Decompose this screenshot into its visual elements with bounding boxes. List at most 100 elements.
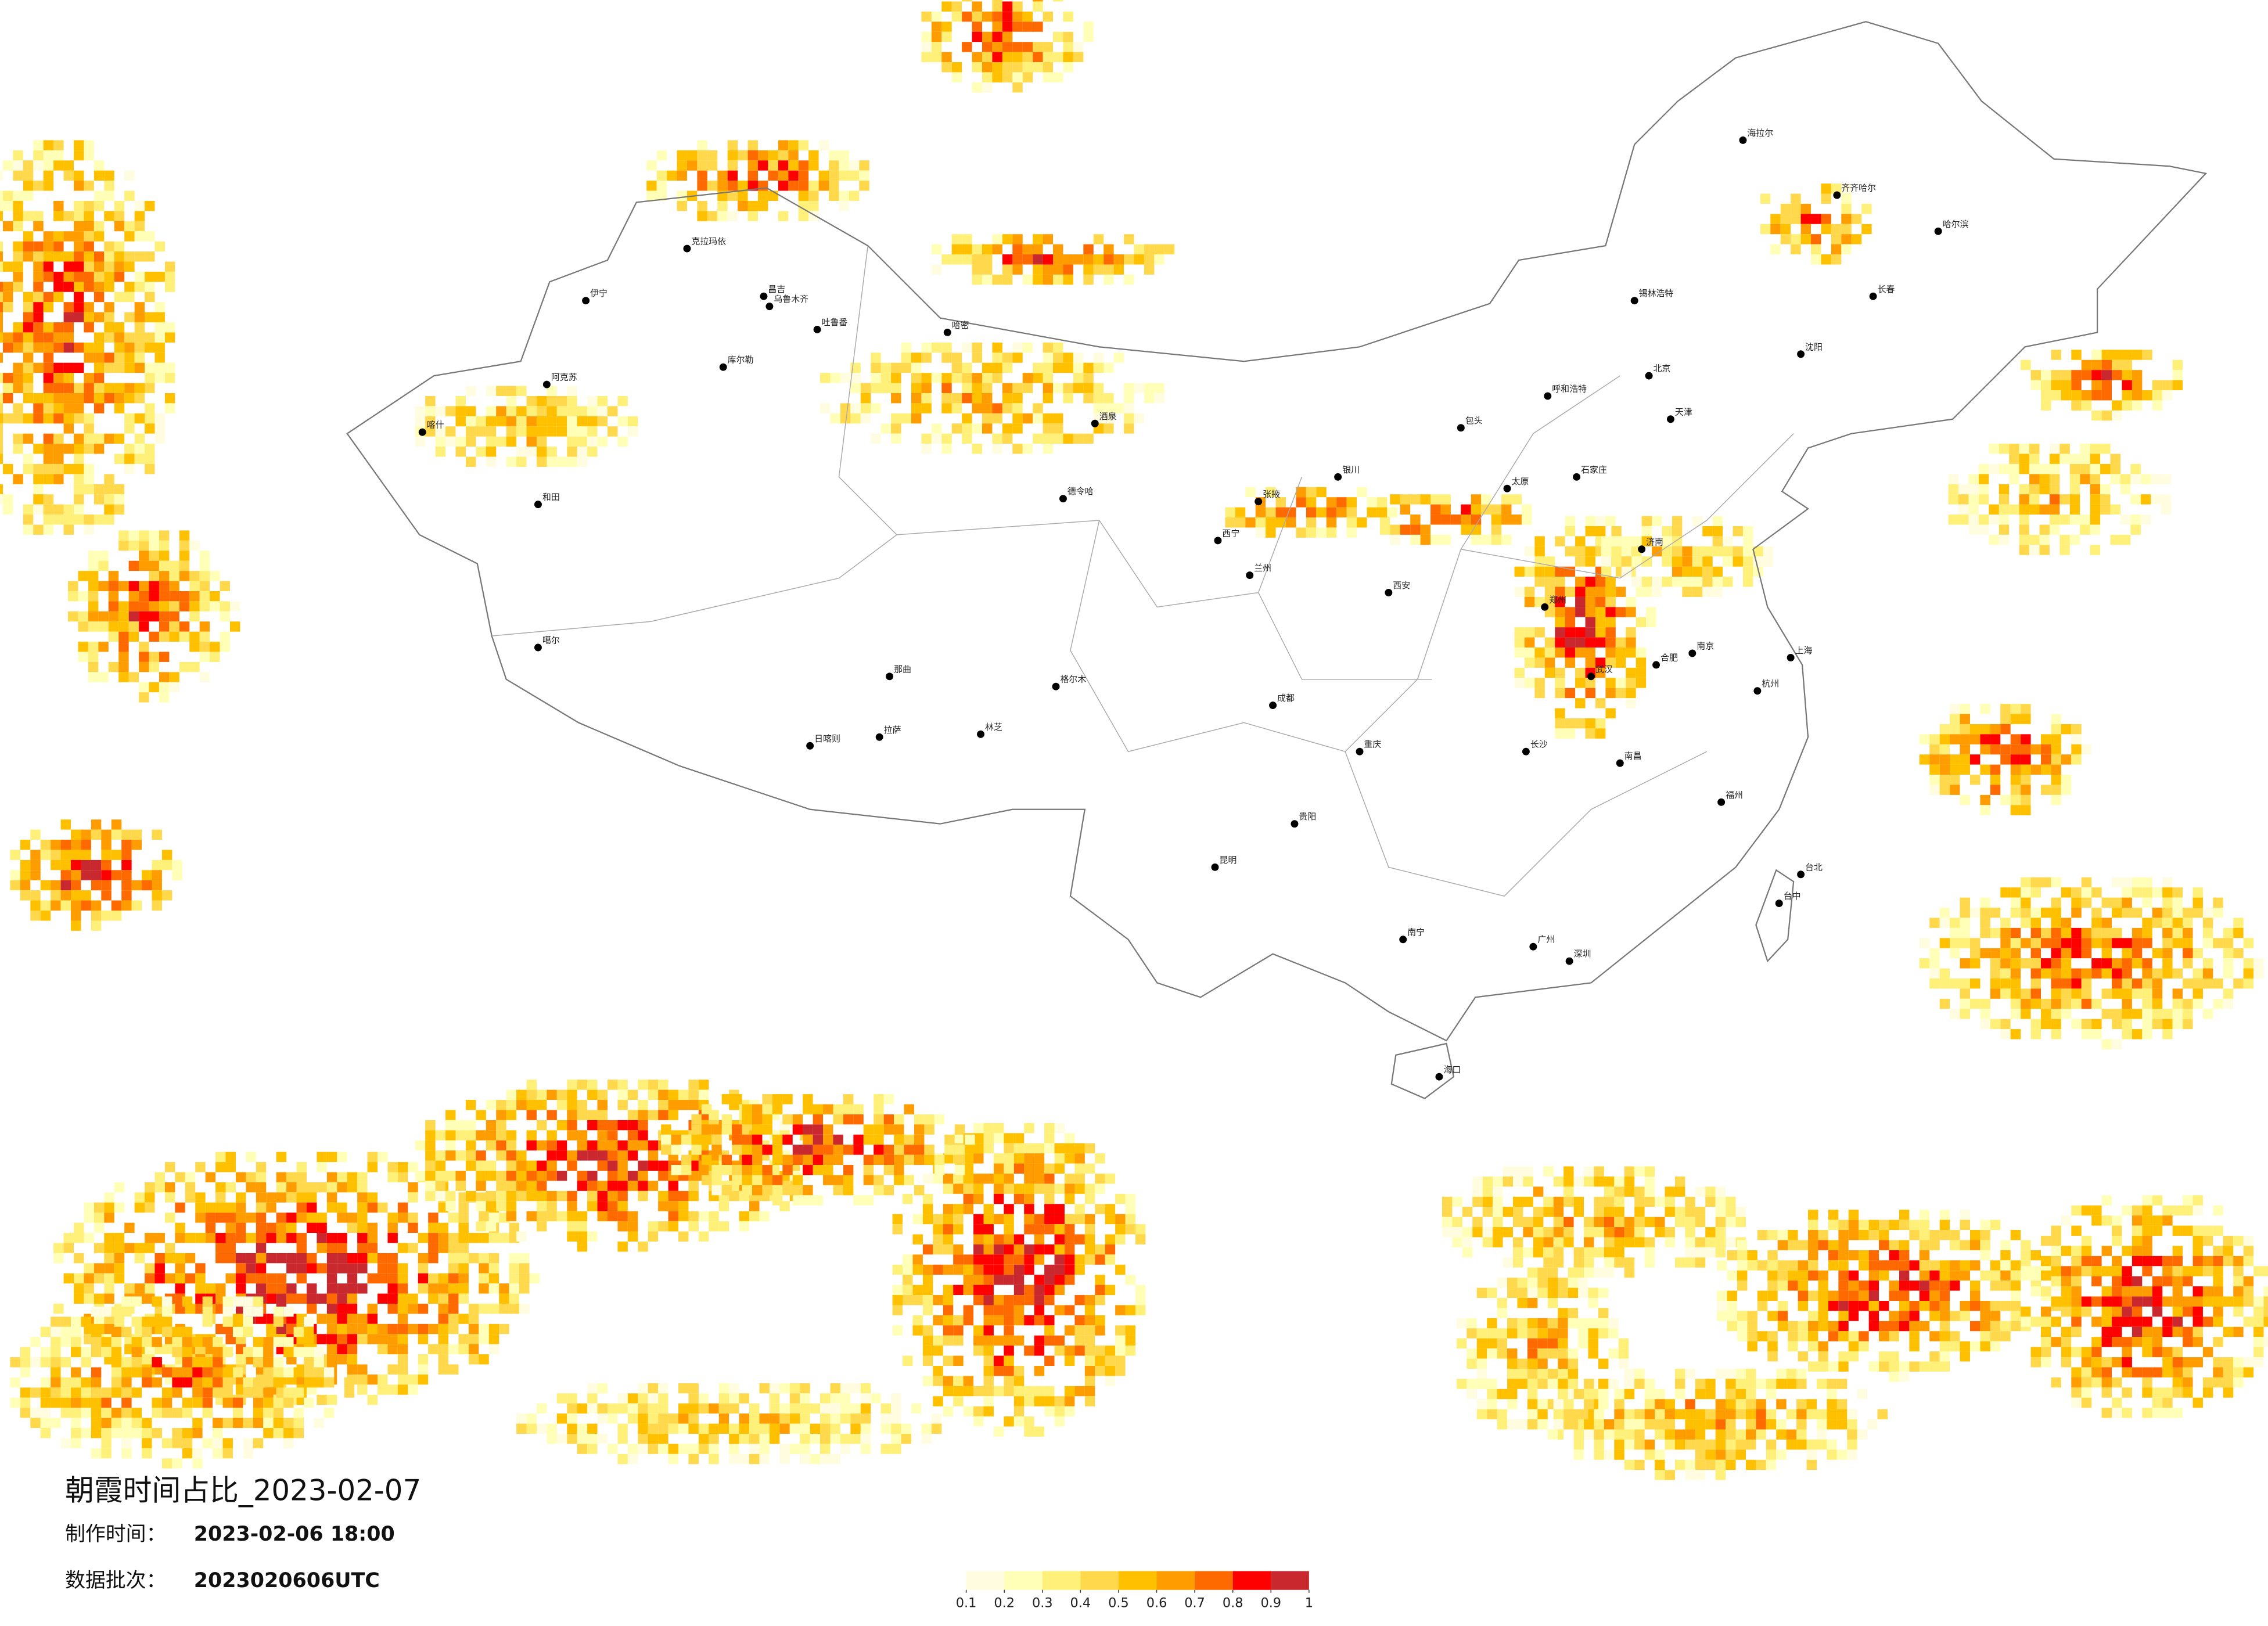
glow-cell (677, 200, 687, 211)
glow-cell (2162, 927, 2173, 938)
glow-cell (778, 181, 789, 191)
glow-cell (1105, 1285, 1116, 1296)
glow-cell (195, 1192, 206, 1203)
glow-cell (306, 1182, 317, 1193)
glow-cell (2233, 1236, 2244, 1246)
glow-cell (121, 1428, 132, 1438)
glow-cell (397, 1162, 408, 1172)
glow-cell (63, 362, 74, 373)
glow-cell (111, 1357, 122, 1368)
glow-cell (2122, 908, 2132, 918)
glow-cell (1555, 708, 1565, 718)
glow-cell (709, 1444, 719, 1454)
glow-cell (1472, 1196, 1483, 1207)
glow-cell (863, 1124, 874, 1135)
glow-cell (182, 1448, 193, 1459)
glow-cell (941, 403, 952, 413)
glow-cell (779, 1403, 790, 1414)
glow-cell (63, 463, 74, 474)
glow-cell (43, 342, 54, 353)
glow-cell (894, 1175, 904, 1185)
glow-cell (1808, 1220, 1818, 1231)
glow-cell (182, 1347, 193, 1358)
glow-cell (516, 1100, 527, 1110)
glow-cell (709, 1211, 719, 1222)
glow-cell (658, 1433, 668, 1444)
glow-cell (1013, 1275, 1025, 1285)
glow-cell (104, 302, 114, 312)
glow-cell (74, 362, 84, 373)
glow-cell (921, 31, 932, 42)
glow-cell (2069, 454, 2080, 464)
glow-cell (1868, 1361, 1879, 1372)
glow-cell (2030, 958, 2041, 969)
glow-cell (104, 1273, 114, 1284)
glow-cell (1990, 1341, 2001, 1352)
glow-cell (516, 1423, 527, 1434)
glow-cell (448, 1293, 459, 1304)
glow-cell (820, 1413, 831, 1424)
glow-cell (1929, 1240, 1940, 1250)
glow-cell (2041, 1326, 2051, 1337)
glow-cell (1770, 244, 1781, 255)
glow-cell (2122, 948, 2132, 959)
glow-cell (983, 1396, 994, 1406)
glow-cell (81, 840, 91, 850)
glow-cell (779, 1423, 790, 1434)
glow-cell (1033, 52, 1043, 63)
glow-cell (317, 1162, 327, 1172)
glow-cell (892, 1264, 903, 1275)
glow-cell (2061, 1215, 2072, 1226)
glow-cell (2101, 1296, 2112, 1307)
glow-cell (709, 1403, 719, 1414)
glow-cell (871, 373, 881, 383)
glow-cell (1013, 1416, 1025, 1427)
glow-cell (326, 1303, 337, 1314)
glow-cell (567, 1423, 577, 1434)
glow-cell (131, 1347, 142, 1358)
glow-cell (617, 1150, 628, 1161)
glow-cell (922, 1325, 933, 1336)
glow-cell (1022, 244, 1033, 255)
glow-cell (2152, 1387, 2163, 1398)
glow-cell (1044, 1264, 1055, 1275)
glow-cell (1534, 647, 1545, 658)
glow-cell (646, 160, 657, 171)
glow-cell (1044, 1315, 1055, 1326)
glow-cell (2101, 1316, 2112, 1327)
glow-cell (337, 1334, 347, 1344)
glow-cell (1788, 1230, 1798, 1240)
glow-cell (40, 850, 51, 860)
glow-cell (1828, 1301, 1839, 1311)
glow-cell (1104, 423, 1114, 434)
glow-cell (1095, 1275, 1105, 1285)
glow-cell (91, 920, 102, 931)
glow-cell (91, 900, 102, 911)
glow-cell (697, 181, 707, 191)
glow-cell (1054, 1163, 1065, 1174)
glow-cell (1715, 1399, 1726, 1409)
glow-cell (253, 1296, 264, 1307)
glow-cell (912, 1234, 923, 1244)
glow-cell (668, 1211, 679, 1222)
glow-cell (954, 1154, 965, 1165)
glow-cell (33, 444, 44, 454)
glow-cell (688, 1444, 699, 1454)
glow-cell (225, 1253, 236, 1264)
glow-cell (367, 1323, 378, 1334)
glow-cell (1631, 536, 1642, 546)
glow-cell (1879, 1301, 1889, 1311)
glow-cell (2162, 1367, 2173, 1377)
glow-cell (1665, 1196, 1675, 1207)
glow-cell (488, 1273, 499, 1284)
glow-cell (1742, 566, 1753, 577)
glow-cell (2101, 1266, 2112, 1276)
glow-cell (2071, 938, 2082, 948)
glow-cell (192, 1418, 203, 1429)
glow-cell (1054, 1183, 1065, 1194)
glow-cell (1512, 1237, 1523, 1247)
glow-cell (53, 373, 64, 383)
glow-cell (711, 1165, 722, 1175)
glow-cell (1929, 948, 1940, 959)
glow-cell (1682, 577, 1692, 587)
